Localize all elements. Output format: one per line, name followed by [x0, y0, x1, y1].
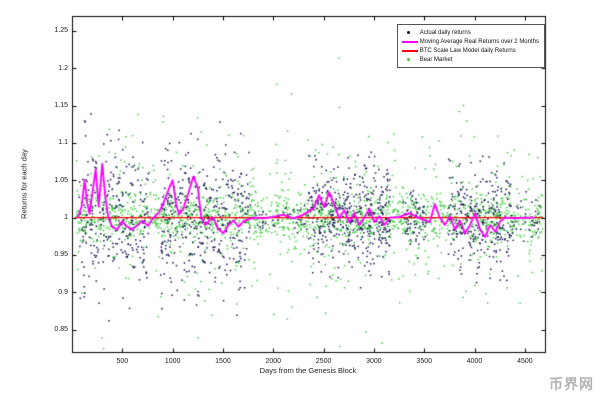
x-axis-label: Days from the Genesis Block — [259, 366, 357, 375]
y-tick-label: 1.25 — [54, 27, 68, 35]
x-tick-label: 500 — [116, 358, 129, 365]
x-tick-label: 2500 — [315, 358, 332, 365]
x-tick-label: 3000 — [366, 358, 382, 365]
y-tick-label: 1.15 — [54, 102, 68, 110]
legend-item-actual-returns: Actual daily returns — [402, 28, 539, 37]
legend-item-bear-market: Bear Market — [402, 55, 539, 64]
legend-label-bear-market: Bear Market — [419, 56, 453, 63]
legend-marker-moving-average-icon — [401, 40, 418, 43]
x-tick-label: 3500 — [416, 358, 432, 365]
x-tick-label: 2000 — [265, 358, 282, 365]
legend-marker-scale-law-model-icon — [401, 49, 418, 52]
legend-label-moving-average: Moving Average Real Returns over 2 Month… — [419, 38, 539, 45]
y-tick-label: 0.95 — [54, 251, 68, 259]
watermark-text: 币界网 — [549, 376, 594, 392]
y-tick-label: 0.9 — [58, 288, 68, 296]
y-axis-label: Returns for each day — [19, 149, 29, 219]
legend-label-scale-law-model: BTC Scale Law Model daily Returns — [419, 47, 516, 54]
y-tick-label: 1.05 — [54, 176, 68, 184]
legend: Actual daily returns Moving Average Real… — [396, 24, 545, 68]
legend-label-actual-returns: Actual daily returns — [419, 29, 471, 36]
legend-item-moving-average: Moving Average Real Returns over 2 Month… — [401, 37, 539, 46]
legend-marker-bear-market-icon — [406, 58, 410, 61]
x-tick-label: 4500 — [517, 358, 533, 365]
x-tick-label: 4000 — [466, 358, 483, 365]
y-tick-label: 0.85 — [54, 326, 68, 334]
legend-item-scale-law-model: BTC Scale Law Model daily Returns — [401, 46, 539, 55]
y-tick-label: 1.2 — [58, 64, 68, 72]
x-tick-label: 1000 — [164, 358, 181, 365]
legend-marker-actual-returns-icon — [406, 31, 410, 34]
y-tick-label: 1.1 — [58, 139, 68, 147]
y-tick-label: 1 — [64, 214, 68, 222]
x-tick-label: 1500 — [215, 358, 231, 365]
